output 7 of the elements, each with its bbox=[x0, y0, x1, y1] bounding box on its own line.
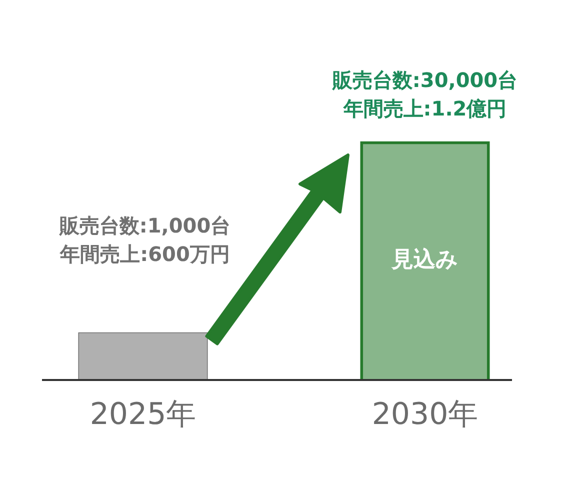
annotation: 販売台数:1,000台 bbox=[58, 213, 231, 238]
x-tick-label: 2025年 bbox=[90, 396, 196, 432]
text: 年間売上:1.2億円 bbox=[342, 96, 507, 120]
annotation: 見込み bbox=[390, 247, 458, 272]
x-tick-label: 2030年 bbox=[372, 396, 478, 432]
annotation: 年間売上:600万円 bbox=[59, 242, 230, 266]
text: 販売台数:30,000台 bbox=[331, 68, 518, 92]
